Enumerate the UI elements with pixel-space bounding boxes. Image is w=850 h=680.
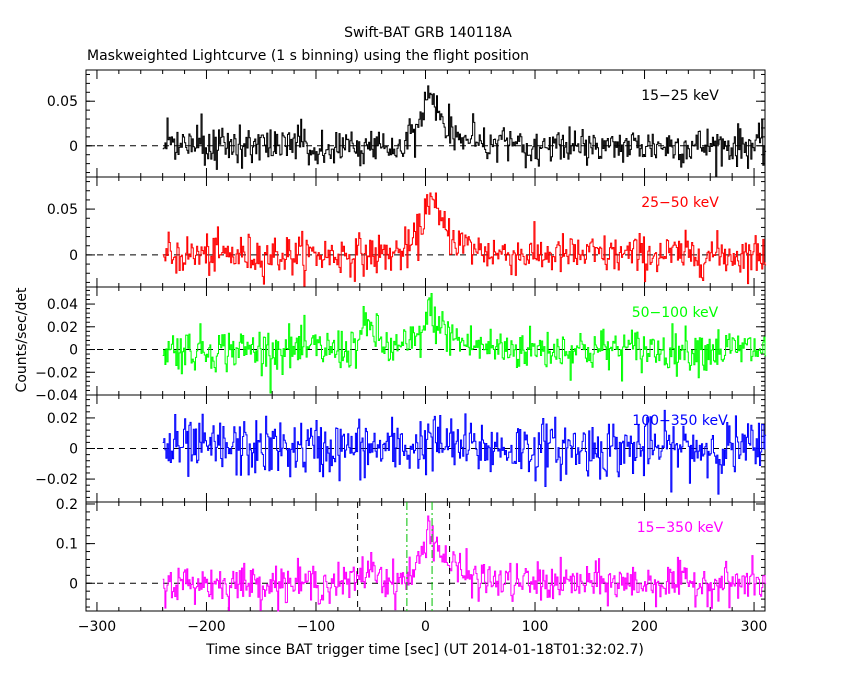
chart-subtitle: Maskweighted Lightcurve (1 s binning) us… bbox=[87, 48, 529, 64]
series-line bbox=[162, 293, 767, 394]
panel-1: 0 0.05 25−50 keV bbox=[47, 176, 767, 288]
series-line bbox=[162, 192, 767, 288]
x-tick-label: 100 bbox=[522, 619, 549, 635]
band-label: 15−350 keV bbox=[637, 520, 724, 536]
y-tick-label: −0.02 bbox=[35, 472, 78, 488]
panel-frame bbox=[85, 69, 766, 178]
y-tick-label: 0 bbox=[69, 442, 78, 458]
y-tick-label: 0 bbox=[69, 139, 78, 155]
y-tick-label: 0.02 bbox=[47, 320, 78, 336]
x-tick-label: −300 bbox=[78, 619, 116, 635]
y-tick-label: 0.05 bbox=[47, 202, 78, 218]
y-tick-label: 0 bbox=[69, 248, 78, 264]
series-line bbox=[162, 409, 767, 495]
series-line bbox=[162, 85, 767, 178]
panel-0: 0 0.05 15−25 keV bbox=[47, 69, 767, 178]
x-tick-label: −200 bbox=[187, 619, 225, 635]
y-tick-label: 0.02 bbox=[47, 411, 78, 427]
chart-title: Swift-BAT GRB 140118A bbox=[344, 25, 512, 41]
panel-2: −0.04 −0.02 0 0.02 0.04 50−100 keV bbox=[35, 286, 767, 404]
panel-3: −0.02 0 0.02 100−350 keV bbox=[35, 394, 767, 503]
panel-4: 0 0.1 0.2 15−350 keV bbox=[56, 497, 767, 612]
y-tick-label: 0.1 bbox=[56, 537, 78, 553]
x-tick-label: 300 bbox=[741, 619, 768, 635]
y-tick-label: −0.04 bbox=[35, 388, 78, 404]
band-label: 50−100 keV bbox=[632, 305, 719, 321]
x-tick-label: −100 bbox=[297, 619, 335, 635]
y-tick-label: 0.05 bbox=[47, 94, 78, 110]
x-tick-label: 200 bbox=[631, 619, 658, 635]
x-tick-label: 0 bbox=[421, 619, 430, 635]
band-label: 25−50 keV bbox=[641, 195, 719, 211]
y-tick-label: 0 bbox=[69, 576, 78, 592]
y-tick-label: 0 bbox=[69, 343, 78, 359]
y-tick-label: −0.02 bbox=[35, 365, 78, 381]
x-axis-label: Time since BAT trigger time [sec] (UT 20… bbox=[205, 642, 644, 658]
band-label: 100−350 keV bbox=[632, 413, 728, 429]
band-label: 15−25 keV bbox=[641, 88, 719, 104]
series-line bbox=[162, 515, 767, 612]
panel-frame bbox=[85, 176, 766, 288]
y-tick-label: 0.2 bbox=[56, 497, 78, 513]
y-tick-label: 0.04 bbox=[47, 297, 78, 313]
y-axis-label: Counts/sec/det bbox=[14, 287, 30, 392]
